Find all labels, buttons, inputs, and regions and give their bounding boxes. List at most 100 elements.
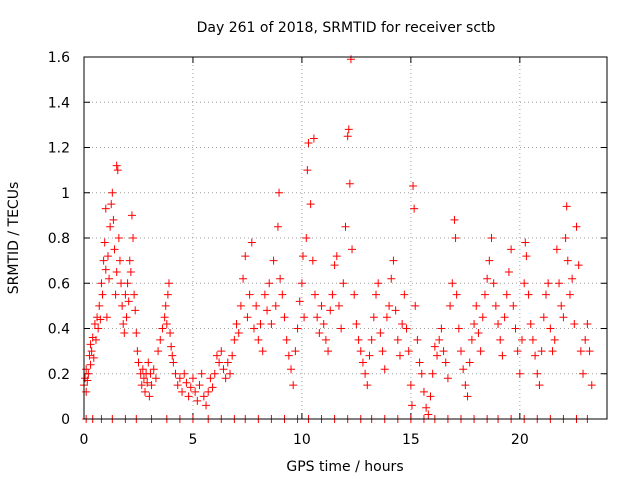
data-point bbox=[521, 238, 530, 247]
data-point bbox=[507, 245, 516, 254]
data-point bbox=[151, 374, 160, 383]
data-point bbox=[433, 351, 442, 360]
data-point bbox=[191, 387, 200, 396]
data-point bbox=[315, 329, 324, 338]
data-point bbox=[494, 319, 503, 328]
data-point bbox=[402, 324, 411, 333]
data-point bbox=[491, 301, 500, 310]
x-tick-label: 0 bbox=[80, 432, 89, 448]
data-point bbox=[565, 290, 574, 299]
data-point bbox=[109, 215, 118, 224]
data-point bbox=[254, 335, 263, 344]
data-point bbox=[87, 347, 96, 356]
data-point bbox=[413, 335, 422, 344]
data-point bbox=[309, 134, 318, 143]
data-point bbox=[105, 274, 114, 283]
data-point bbox=[154, 347, 163, 356]
data-point bbox=[389, 256, 398, 265]
data-point bbox=[143, 378, 152, 387]
data-point bbox=[382, 313, 391, 322]
data-point bbox=[435, 335, 444, 344]
data-point bbox=[456, 347, 465, 356]
data-point bbox=[350, 290, 359, 299]
data-point bbox=[509, 301, 518, 310]
data-point bbox=[330, 261, 339, 270]
data-point bbox=[258, 347, 267, 356]
data-point bbox=[531, 351, 540, 360]
data-point bbox=[313, 313, 322, 322]
data-point bbox=[452, 290, 461, 299]
data-point bbox=[271, 301, 280, 310]
data-point bbox=[385, 301, 394, 310]
data-point bbox=[82, 365, 91, 374]
data-point bbox=[162, 319, 171, 328]
data-point bbox=[156, 335, 165, 344]
data-point bbox=[515, 369, 524, 378]
data-point bbox=[387, 274, 396, 283]
data-point bbox=[267, 319, 276, 328]
data-point bbox=[378, 347, 387, 356]
data-point bbox=[217, 347, 226, 356]
data-point bbox=[239, 274, 248, 283]
data-point bbox=[99, 256, 108, 265]
data-point bbox=[563, 256, 572, 265]
data-point bbox=[149, 365, 158, 374]
data-point bbox=[178, 387, 187, 396]
data-point bbox=[539, 313, 548, 322]
data-point bbox=[161, 301, 170, 310]
y-axis-label: SRMTID / TECUs bbox=[6, 182, 22, 295]
data-point bbox=[308, 256, 317, 265]
data-point bbox=[550, 335, 559, 344]
data-point bbox=[324, 347, 333, 356]
x-tick-label: 15 bbox=[402, 432, 420, 448]
data-point bbox=[356, 347, 365, 356]
data-point bbox=[145, 392, 154, 401]
data-point bbox=[284, 351, 293, 360]
data-point bbox=[247, 238, 256, 247]
data-point bbox=[186, 383, 195, 392]
data-point bbox=[260, 290, 269, 299]
x-axis-label: GPS time / hours bbox=[286, 459, 403, 475]
data-point bbox=[344, 125, 353, 134]
data-point bbox=[363, 381, 372, 390]
data-point bbox=[269, 256, 278, 265]
y-tick-label: 1.6 bbox=[48, 50, 70, 66]
data-point bbox=[300, 313, 309, 322]
data-point bbox=[129, 234, 138, 242]
data-point bbox=[193, 396, 202, 405]
data-point bbox=[487, 234, 496, 242]
data-point bbox=[236, 301, 245, 310]
data-point bbox=[101, 265, 110, 274]
data-point bbox=[83, 376, 92, 385]
data-point bbox=[511, 324, 520, 333]
data-point bbox=[184, 392, 193, 401]
data-point bbox=[197, 369, 206, 378]
data-point bbox=[127, 211, 136, 220]
data-point bbox=[579, 369, 588, 378]
data-point bbox=[173, 381, 182, 390]
data-point bbox=[219, 365, 228, 374]
data-point bbox=[352, 319, 361, 328]
data-point bbox=[111, 290, 120, 299]
data-point bbox=[446, 301, 455, 310]
data-point bbox=[297, 279, 306, 288]
data-point bbox=[496, 335, 505, 344]
grid bbox=[84, 57, 607, 419]
data-point bbox=[502, 290, 511, 299]
data-point bbox=[120, 329, 129, 338]
data-point bbox=[280, 313, 289, 322]
x-tick-labels: 0 5 10 15 20 bbox=[80, 432, 529, 448]
data-point bbox=[459, 365, 468, 374]
data-point bbox=[522, 252, 531, 261]
data-point bbox=[208, 383, 217, 392]
data-point bbox=[287, 365, 296, 374]
data-point bbox=[587, 381, 596, 390]
data-point bbox=[585, 347, 594, 356]
data-point bbox=[210, 369, 219, 378]
data-point bbox=[130, 290, 139, 299]
data-point bbox=[206, 374, 215, 383]
data-point bbox=[112, 267, 121, 276]
data-point bbox=[546, 324, 555, 333]
plot-frame bbox=[83, 56, 608, 420]
